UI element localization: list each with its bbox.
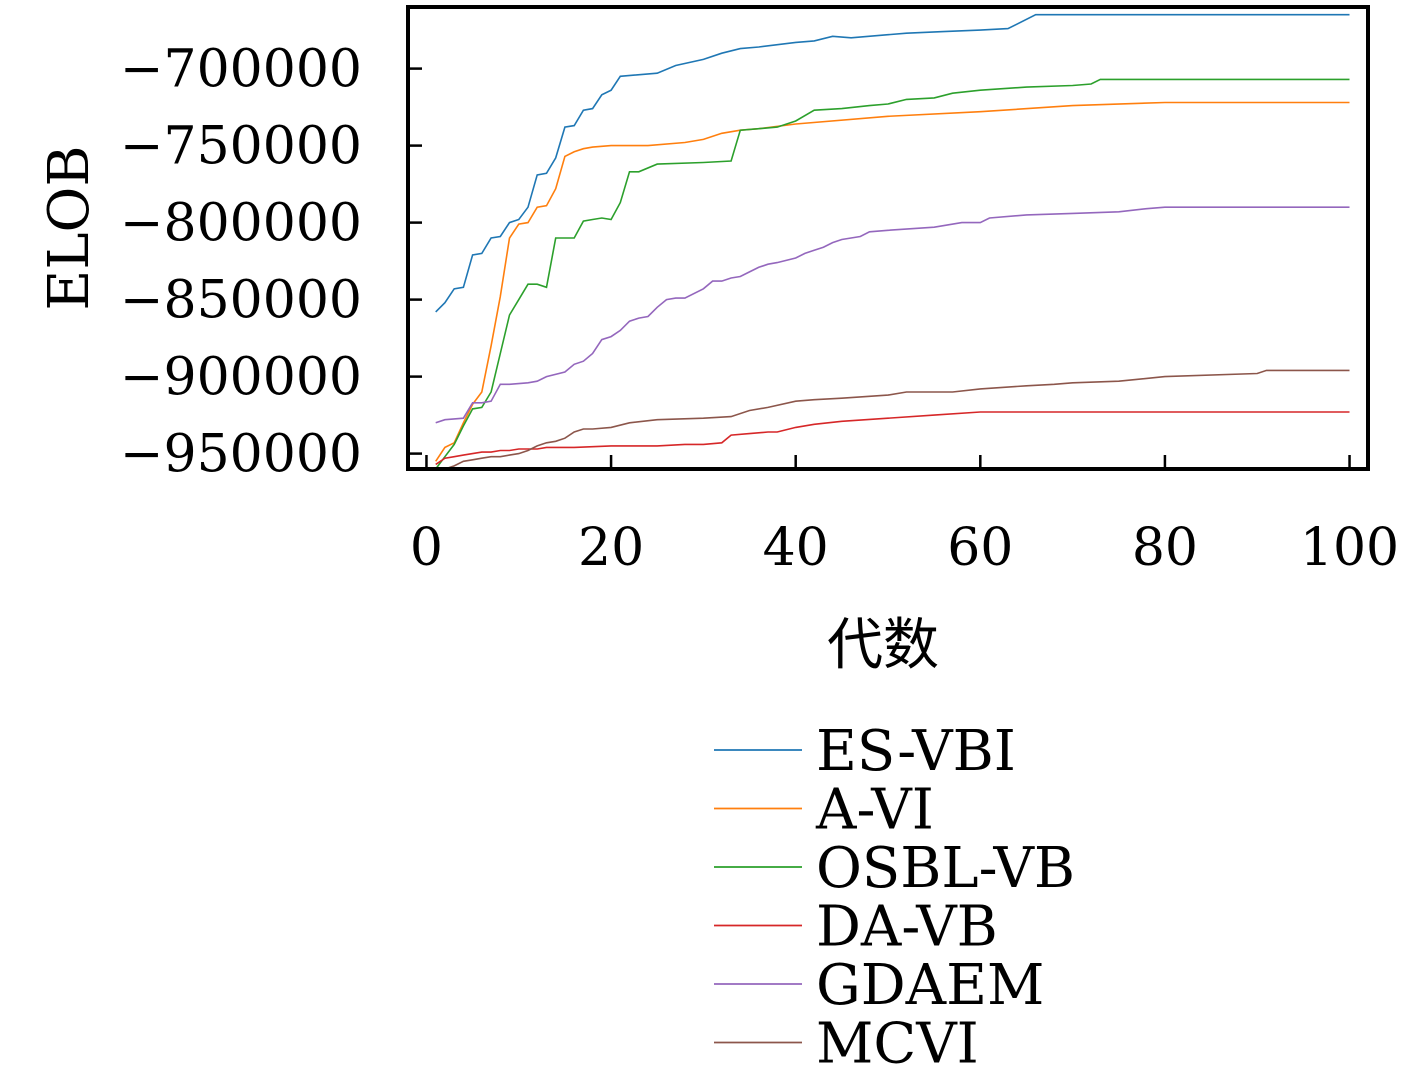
y-tick-label: −850000: [120, 271, 362, 331]
legend-label: OSBL-VB: [816, 836, 1075, 901]
series-line-a-vi: [435, 101, 1350, 462]
x-axis-title: 代数: [827, 613, 939, 678]
series-line-da-vb: [435, 411, 1350, 466]
x-axis: 0 20 40 60 80 100: [410, 455, 1399, 578]
legend-label: A-VI: [815, 778, 934, 843]
y-tick-label: −950000: [120, 425, 362, 485]
x-tick-label: 100: [1300, 518, 1399, 578]
legend-item-gdaem: GDAEM: [714, 953, 1044, 1018]
plot-frame: [406, 5, 1370, 471]
x-tick-label: 40: [763, 518, 829, 578]
legend-item-mcvi: MCVI: [714, 1012, 979, 1070]
legend-item-osbl-vb: OSBL-VB: [714, 836, 1075, 901]
legend-item-es-vbi: ES-VBI: [714, 719, 1016, 784]
y-tick-label: −800000: [120, 194, 362, 254]
x-tick-label: 60: [947, 518, 1013, 578]
legend-label: ES-VBI: [816, 719, 1016, 784]
series-line-mcvi: [442, 369, 1350, 469]
series-line-gdaem: [435, 206, 1350, 424]
legend-label: GDAEM: [816, 953, 1044, 1018]
x-tick-label: 80: [1132, 518, 1198, 578]
y-tick-label: −900000: [120, 348, 362, 408]
y-axis: −950000 −900000 −850000 −800000 −750000 −7000…: [120, 40, 422, 485]
legend-label: MCVI: [816, 1012, 979, 1070]
x-tick-label: 0: [410, 518, 443, 578]
series-line-es-vbi: [435, 13, 1350, 313]
y-axis-title: ELOB: [37, 145, 102, 310]
y-tick-label: −700000: [120, 40, 362, 100]
legend-item-a-vi: A-VI: [714, 778, 934, 843]
y-tick-label: −750000: [120, 117, 362, 177]
x-tick-label: 20: [578, 518, 644, 578]
series-layer: [435, 13, 1350, 469]
legend-label: DA-VB: [816, 895, 998, 960]
series-line-osbl-vb: [435, 78, 1350, 469]
legend-item-da-vb: DA-VB: [714, 895, 998, 960]
